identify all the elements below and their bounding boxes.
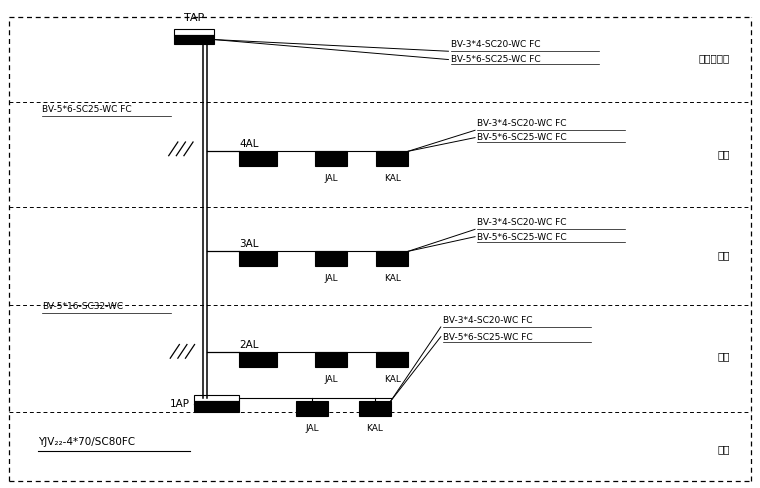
- Bar: [376, 352, 408, 367]
- Text: KAL: KAL: [384, 375, 401, 384]
- Text: BV-3*4-SC20-WC FC: BV-3*4-SC20-WC FC: [451, 41, 540, 49]
- Bar: [376, 151, 408, 166]
- Text: BV-5*6-SC25-WC FC: BV-5*6-SC25-WC FC: [451, 56, 540, 64]
- Text: 四层: 四层: [717, 149, 730, 159]
- Text: YJV₂₂-4*70/SC80FC: YJV₂₂-4*70/SC80FC: [38, 437, 135, 447]
- Text: BV-5*6-SC25-WC FC: BV-5*6-SC25-WC FC: [477, 134, 567, 142]
- Text: BV-5*6-SC25-WC FC: BV-5*6-SC25-WC FC: [42, 105, 131, 114]
- Text: BV-3*4-SC20-WC FC: BV-3*4-SC20-WC FC: [477, 219, 567, 227]
- Text: 4AL: 4AL: [239, 140, 259, 149]
- Text: 三层: 三层: [717, 250, 730, 260]
- Text: JAL: JAL: [325, 174, 338, 183]
- Text: BV-3*4-SC20-WC FC: BV-3*4-SC20-WC FC: [443, 316, 533, 325]
- Bar: [239, 251, 277, 266]
- Bar: [239, 151, 277, 166]
- Bar: [194, 401, 239, 412]
- Text: 二层: 二层: [717, 351, 730, 361]
- Text: KAL: KAL: [384, 274, 401, 283]
- Bar: [174, 35, 214, 44]
- Text: JAL: JAL: [325, 375, 338, 384]
- Text: BV-5*16-SC32-WC: BV-5*16-SC32-WC: [42, 303, 123, 311]
- Text: BV-5*6-SC25-WC FC: BV-5*6-SC25-WC FC: [477, 233, 567, 242]
- Text: KAL: KAL: [366, 424, 383, 432]
- Text: KAL: KAL: [384, 174, 401, 183]
- Text: 一层: 一层: [717, 444, 730, 454]
- Text: 电梯机房层: 电梯机房层: [698, 54, 730, 63]
- Bar: [315, 352, 347, 367]
- Bar: [239, 352, 277, 367]
- Text: JAL: JAL: [325, 274, 338, 283]
- Text: 1AP: 1AP: [170, 399, 190, 408]
- Bar: [174, 29, 214, 35]
- Bar: [359, 401, 391, 416]
- Text: BV-5*6-SC25-WC FC: BV-5*6-SC25-WC FC: [443, 333, 533, 342]
- Bar: [376, 251, 408, 266]
- Bar: [315, 251, 347, 266]
- Text: TAP: TAP: [184, 14, 204, 23]
- Bar: [315, 151, 347, 166]
- Text: BV-3*4-SC20-WC FC: BV-3*4-SC20-WC FC: [477, 120, 567, 128]
- Bar: [296, 401, 328, 416]
- Text: 2AL: 2AL: [239, 341, 259, 350]
- Bar: [194, 395, 239, 401]
- Text: 3AL: 3AL: [239, 240, 259, 249]
- Text: JAL: JAL: [306, 424, 319, 432]
